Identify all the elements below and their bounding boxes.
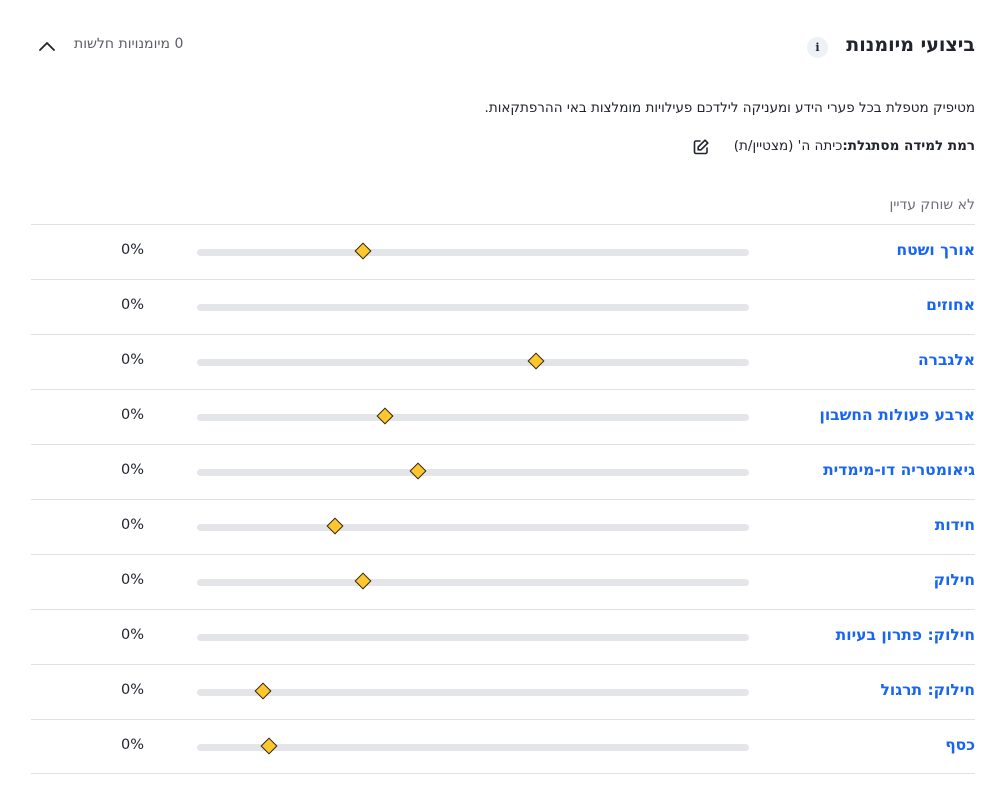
skill-progress-track (197, 634, 749, 641)
skill-name-link[interactable]: אחוזים (926, 296, 975, 314)
skill-progress-track (197, 462, 749, 480)
level-marker-icon (354, 242, 372, 260)
skill-row: חילוק: תרגול 0% (31, 664, 975, 719)
skill-progress-track (197, 352, 749, 370)
page-title: ביצועי מיומנות (846, 34, 975, 56)
skill-percent: 0% (121, 737, 145, 753)
skill-percent: 0% (121, 242, 145, 258)
skill-progress-track (197, 242, 749, 260)
skill-progress-track (197, 304, 749, 311)
skill-row: ארבע פעולות החשבון 0% (31, 389, 975, 444)
skill-percent: 0% (121, 572, 145, 588)
skill-name-link[interactable]: חילוק: תרגול (880, 681, 975, 699)
skill-percent: 0% (121, 407, 145, 423)
skill-row: חילוק: פתרון בעיות 0% (31, 609, 975, 664)
not-practiced-heading: לא שוחק עדיין (889, 197, 975, 213)
skill-name-link[interactable]: חילוק: פתרון בעיות (835, 626, 975, 644)
skill-name-link[interactable]: ארבע פעולות החשבון (819, 406, 975, 424)
learning-level-label: רמת למידה מסתגלת: (842, 138, 975, 154)
skill-percent: 0% (121, 627, 145, 643)
skill-percent: 0% (121, 352, 145, 368)
level-marker-icon (409, 462, 427, 480)
level-marker-icon (354, 572, 372, 590)
level-marker-icon (326, 517, 344, 535)
skill-name-link[interactable]: אלגברה (917, 351, 975, 369)
edit-icon[interactable] (692, 138, 710, 156)
skill-name-link[interactable]: אורך ושטח (896, 241, 975, 259)
level-marker-icon (527, 352, 545, 370)
skill-progress-track (197, 572, 749, 590)
skill-percent: 0% (121, 462, 145, 478)
level-marker-icon (254, 682, 272, 700)
learning-level: רמת למידה מסתגלת: כיתה ה' (מצטיין/ת) (734, 138, 975, 154)
skill-name-link[interactable]: כסף (945, 736, 975, 754)
weak-skills-count[interactable]: 0 מיומנויות חלשות (74, 36, 184, 52)
skill-row: אורך ושטח 0% (31, 224, 975, 279)
skill-row: חידות 0% (31, 499, 975, 554)
skill-row: גיאומטריה דו-מימדית 0% (31, 444, 975, 499)
skill-percent: 0% (121, 297, 145, 313)
level-marker-icon (376, 407, 394, 425)
skill-percent: 0% (121, 517, 145, 533)
skill-name-link[interactable]: גיאומטריה דו-מימדית (823, 461, 975, 479)
level-marker-icon (260, 737, 278, 755)
skill-row: חילוק 0% (31, 554, 975, 609)
skill-name-link[interactable]: חילוק (933, 571, 975, 589)
skill-row: כסף 0% (31, 719, 975, 774)
skill-name-link[interactable]: חידות (934, 516, 975, 534)
learning-level-value: כיתה ה' (מצטיין/ת) (733, 138, 843, 154)
skill-row: אחוזים 0% (31, 279, 975, 334)
skill-progress-track (197, 517, 749, 535)
skills-list: אורך ושטח 0% אחוזים 0% אלגברה 0% ארבע פעולות ה… (31, 224, 975, 774)
info-icon[interactable]: i (807, 37, 828, 58)
skill-row: אלגברה 0% (31, 334, 975, 389)
skill-progress-track (197, 737, 749, 755)
description-text: מטיפיק מטפלת בכל פערי הידע ומעניקה לילדכ… (484, 100, 975, 116)
skill-progress-track (197, 407, 749, 425)
skill-progress-track (197, 682, 749, 700)
skill-percent: 0% (121, 682, 145, 698)
chevron-up-icon[interactable] (37, 36, 57, 56)
